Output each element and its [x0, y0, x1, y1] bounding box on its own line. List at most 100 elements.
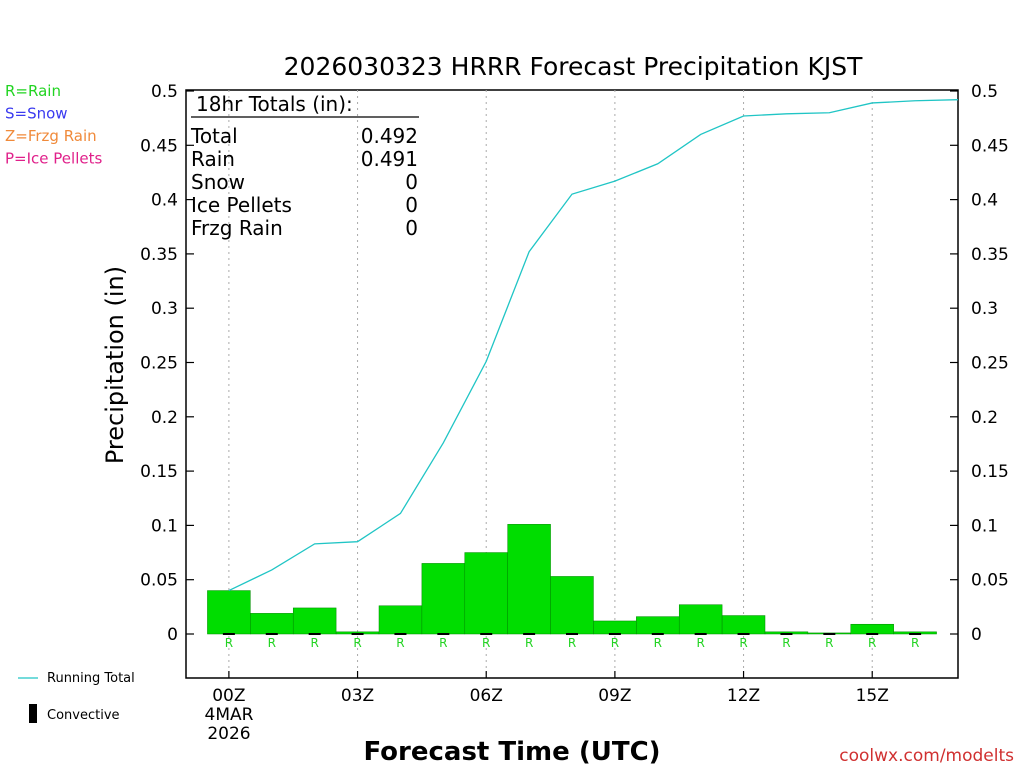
- x-tick-label-15Z: 15Z: [856, 686, 889, 706]
- x-tick-label-12Z: 12Z: [727, 686, 760, 706]
- ptype-legend-3: P=Ice Pellets: [5, 150, 102, 168]
- y-axis-right: 0 0.05 0.1 0.15 0.2 0.25 0.3 0.35 0.4 0.45 0.5: [950, 82, 1009, 645]
- ptype-code-1: R: [268, 636, 276, 650]
- y-axis-label: Precipitation (in): [101, 266, 129, 464]
- ptype-code-16: R: [911, 636, 919, 650]
- precip-bar-10: [636, 616, 680, 635]
- convective-marks: [222, 633, 922, 635]
- ptype-code-5: R: [439, 636, 447, 650]
- totals-value-0: 0.492: [361, 124, 418, 148]
- totals-label-0: Total: [190, 124, 238, 148]
- x-tick-label-00Z: 00Z: [212, 686, 245, 706]
- precip-bar-4: [378, 605, 423, 635]
- convective-mark-0: [222, 633, 235, 635]
- totals-value-4: 0: [405, 216, 418, 240]
- convective-mark-6: [480, 633, 493, 635]
- y-tick-label-right-0.35: 0.35: [971, 245, 1009, 265]
- y-tick-label-right-0.3: 0.3: [971, 299, 998, 319]
- x-tick-label-06Z: 06Z: [470, 686, 503, 706]
- ptype-code-7: R: [525, 636, 533, 650]
- precip-bar-9: [593, 620, 637, 635]
- totals-value-2: 0: [405, 170, 418, 194]
- convective-mark-8: [566, 633, 578, 635]
- totals-label-4: Frzg Rain: [191, 216, 283, 240]
- ptype-legend-2: Z=Frzg Rain: [5, 127, 97, 145]
- totals-box: 18hr Totals (in): Total 0.492 Rain 0.491 Sno…: [190, 92, 419, 240]
- x-tick-label-03Z: 03Z: [341, 686, 374, 706]
- credit-text: coolwx.com/modelts: [839, 746, 1014, 766]
- ptype-legend: R=Rain S=Snow Z=Frzg Rain P=Ice Pellets: [5, 82, 102, 168]
- precip-bar-12: [721, 615, 766, 635]
- precip-bar-7: [507, 524, 551, 635]
- convective-mark-9: [608, 633, 621, 635]
- convective-mark-14: [823, 633, 836, 635]
- y-tick-label-right-0.5: 0.5: [971, 82, 998, 102]
- totals-label-2: Snow: [191, 170, 245, 194]
- y-tick-label-left-0.25: 0.25: [140, 354, 178, 374]
- convective-mark-11: [694, 633, 707, 635]
- y-tick-label-left-0.45: 0.45: [140, 136, 178, 156]
- ptype-legend-1: S=Snow: [5, 105, 68, 123]
- y-tick-label-right-0.05: 0.05: [971, 571, 1009, 591]
- convective-mark-7: [523, 633, 536, 635]
- ptype-code-8: R: [568, 636, 576, 650]
- y-tick-label-left-0.3: 0.3: [151, 299, 178, 319]
- precip-bar-5: [421, 563, 466, 635]
- convective-mark-5: [437, 633, 450, 635]
- plot-frame: [185, 89, 959, 679]
- ptype-code-15: R: [868, 636, 876, 650]
- y-tick-label-right-0.2: 0.2: [971, 408, 998, 428]
- y-tick-label-left-0.5: 0.5: [151, 82, 178, 102]
- y-tick-label-left-0.15: 0.15: [140, 462, 178, 482]
- ptype-code-3: R: [353, 636, 361, 650]
- date-label-month: 4MAR: [205, 705, 254, 725]
- y-tick-label-left-0: 0: [167, 625, 178, 645]
- x-tick-label-09Z: 09Z: [598, 686, 631, 706]
- convective-mark-15: [866, 633, 879, 635]
- ptype-code-11: R: [696, 636, 704, 650]
- y-tick-label-left-0.05: 0.05: [140, 571, 178, 591]
- ptype-code-12: R: [739, 636, 747, 650]
- x-axis: 00Z 03Z 06Z 09Z 12Z 15Z: [212, 671, 889, 706]
- totals-rows: Total 0.492 Rain 0.491 Snow 0 Ice Pellets 0 Frzg…: [190, 124, 418, 240]
- convective-legend-swatch: [29, 704, 37, 723]
- y-tick-label-left-0.35: 0.35: [140, 245, 178, 265]
- y-tick-label-right-0.4: 0.4: [971, 191, 998, 211]
- y-tick-label-right-0.1: 0.1: [971, 516, 998, 536]
- precip-bar-2: [292, 607, 337, 635]
- convective-mark-2: [308, 633, 321, 635]
- convective-mark-4: [394, 633, 407, 635]
- y-tick-label-right-0.25: 0.25: [971, 354, 1009, 374]
- ptype-code-14: R: [825, 636, 833, 650]
- y-axis-left: 0 0.05 0.1 0.15 0.2 0.25 0.3 0.35 0.4 0.45 0.5: [140, 82, 194, 645]
- running-total-line: [228, 99, 959, 592]
- running-total-legend-label: Running Total: [47, 671, 135, 686]
- convective-mark-16: [909, 633, 922, 635]
- convective-mark-3: [351, 633, 364, 635]
- totals-label-3: Ice Pellets: [191, 193, 292, 217]
- x-axis-label: Forecast Time (UTC): [363, 737, 660, 767]
- totals-heading: 18hr Totals (in):: [196, 92, 353, 116]
- totals-value-3: 0: [405, 193, 418, 217]
- y-tick-label-left-0.2: 0.2: [151, 408, 178, 428]
- totals-label-1: Rain: [191, 147, 235, 171]
- x-gridlines: [228, 90, 873, 678]
- precip-bar-1: [250, 613, 294, 635]
- chart-title: 2026030323 HRRR Forecast Precipitation K…: [284, 52, 863, 81]
- y-tick-label-left-0.1: 0.1: [151, 516, 178, 536]
- precip-bar-11: [678, 604, 723, 635]
- ptype-code-10: R: [654, 636, 662, 650]
- y-tick-label-right-0: 0: [971, 625, 982, 645]
- totals-value-1: 0.491: [361, 147, 418, 171]
- precip-bar-8: [550, 576, 594, 635]
- ptype-code-13: R: [782, 636, 790, 650]
- ptype-code-0: R: [225, 636, 233, 650]
- convective-legend-label: Convective: [47, 708, 120, 723]
- convective-mark-12: [737, 633, 750, 635]
- date-label-year: 2026: [207, 724, 250, 744]
- convective-mark-1: [265, 633, 278, 635]
- ptype-legend-0: R=Rain: [5, 82, 61, 100]
- ptype-code-4: R: [396, 636, 404, 650]
